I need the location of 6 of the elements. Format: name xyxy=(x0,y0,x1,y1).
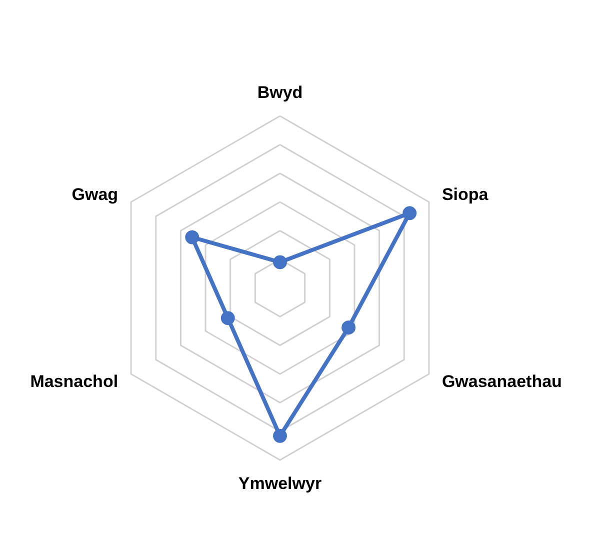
spoke-label: Bwyd xyxy=(257,83,303,102)
spoke-label: Ymwelwyr xyxy=(238,474,322,493)
spoke-label: Siopa xyxy=(442,185,489,204)
spoke-label: Gwasanaethau xyxy=(442,372,562,391)
spoke-label: Masnachol xyxy=(30,372,118,391)
spoke-label: Gwag xyxy=(72,185,118,204)
